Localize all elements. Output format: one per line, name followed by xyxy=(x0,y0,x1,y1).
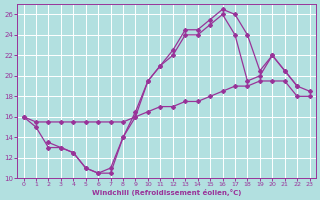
X-axis label: Windchill (Refroidissement éolien,°C): Windchill (Refroidissement éolien,°C) xyxy=(92,189,241,196)
